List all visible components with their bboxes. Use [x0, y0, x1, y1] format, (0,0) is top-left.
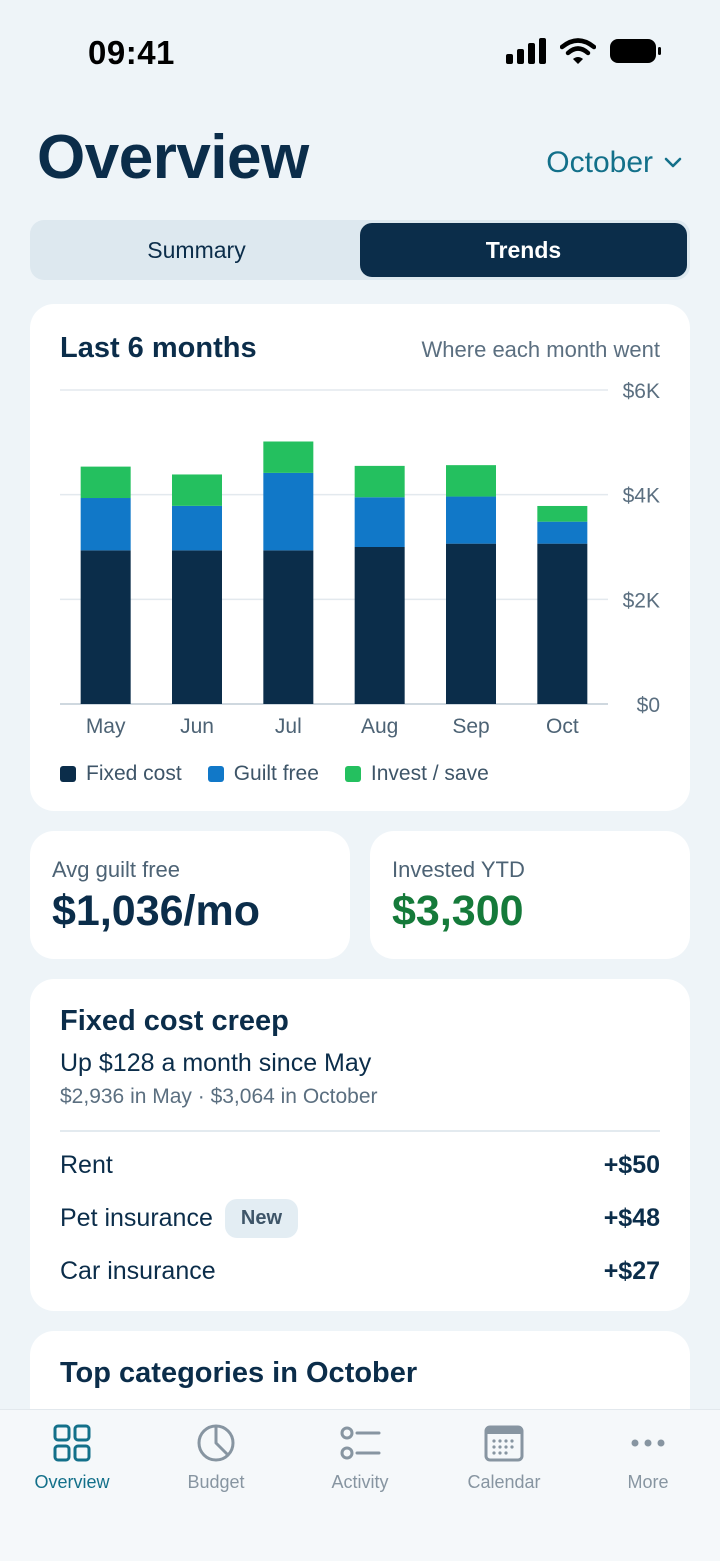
legend-item-guilt-free: Guilt free	[207, 762, 319, 786]
tab-label: More	[627, 1472, 669, 1492]
y-tick-label: $6K	[623, 380, 660, 403]
calendar-icon	[484, 1425, 524, 1462]
tab-activity[interactable]: Activity	[288, 1422, 432, 1493]
row-left: Car insurance	[60, 1257, 216, 1286]
creep-headline: Up $128 a month since May	[60, 1049, 372, 1077]
chart-title: Last 6 months	[60, 332, 257, 364]
avg-guilt-free-card: Avg guilt free $1,036/mo	[30, 831, 350, 959]
x-tick-label: Sep	[452, 715, 489, 738]
tab-budget[interactable]: Budget	[144, 1422, 288, 1493]
invested-ytd-card: Invested YTD $3,300	[370, 831, 690, 959]
x-tick-label: Oct	[546, 715, 579, 738]
segment-summary[interactable]: Summary	[147, 236, 246, 263]
tab-label: Budget	[187, 1472, 245, 1492]
x-tick-label: Jun	[180, 715, 214, 738]
stat-value: $3,300	[392, 887, 524, 935]
tab-more[interactable]: More	[576, 1422, 720, 1493]
bar-segment	[446, 543, 496, 704]
creep-row-car-insurance[interactable]: Car insurance +$27	[60, 1251, 660, 1291]
bar-segment	[537, 521, 588, 544]
pie-icon	[197, 1424, 235, 1462]
new-badge: New	[224, 1198, 298, 1238]
row-label: Pet insurance	[60, 1203, 213, 1232]
status-bar: 09:41	[0, 0, 720, 105]
creep-row-rent[interactable]: Rent +$50	[60, 1145, 660, 1185]
bar-segment	[263, 550, 314, 704]
tab-overview[interactable]: Overview	[0, 1422, 144, 1493]
bar-segment	[446, 465, 496, 497]
legend-label: Fixed cost	[86, 762, 182, 785]
x-tick-label: May	[86, 715, 126, 738]
stat-value: $1,036/mo	[52, 887, 260, 935]
top-categories-title: Top categories in October	[60, 1357, 418, 1389]
row-left: Pet insurance New	[60, 1198, 298, 1238]
view-segmented-control: Summary Trends	[30, 220, 690, 280]
tab-label: Overview	[34, 1472, 110, 1492]
x-tick-label: Jul	[275, 715, 302, 738]
bar-segment	[354, 497, 405, 547]
bar-segment	[537, 543, 588, 704]
creep-row-pet-insurance[interactable]: Pet insurance New +$48	[60, 1198, 660, 1238]
bar-segment	[263, 472, 314, 551]
stacked-bar-chart: $0 $2K $4K $6K May Jun Jul Aug Sep Oct	[60, 380, 660, 738]
bar-segment	[537, 505, 588, 522]
tab-bar: Overview Budget Activity Calendar	[0, 1409, 720, 1561]
bar-segment	[446, 496, 496, 544]
y-tick-label: $4K	[623, 485, 660, 508]
legend-item-fixed-cost: Fixed cost	[60, 762, 182, 786]
bar-segment	[172, 505, 222, 551]
fixed-cost-creep-card: Fixed cost creep Up $128 a month since M…	[30, 979, 690, 1311]
signal-icon	[506, 38, 546, 64]
bar-segment	[80, 498, 131, 551]
month-picker[interactable]: October	[546, 146, 683, 180]
status-time: 09:41	[88, 34, 175, 71]
bar-segment	[80, 466, 131, 499]
trend-chart-card: Last 6 months Where each month went $0 $2…	[30, 304, 690, 811]
row-label: Car insurance	[60, 1256, 216, 1285]
segment-trends[interactable]: Trends	[360, 223, 687, 277]
legend-label: Invest / save	[370, 762, 489, 785]
legend-swatch	[207, 766, 224, 782]
grid-icon	[53, 1424, 91, 1462]
creep-detail: $2,936 in May · $3,064 in October	[60, 1085, 378, 1108]
legend-label: Guilt free	[233, 762, 319, 785]
row-amount: +$27	[603, 1256, 660, 1285]
x-tick-label: Aug	[361, 715, 398, 738]
page-title: Overview	[37, 123, 309, 192]
row-amount: +$48	[603, 1203, 660, 1232]
status-icons	[506, 38, 662, 64]
y-tick-label: $0	[637, 694, 660, 717]
bar-segment	[263, 441, 314, 473]
bar-segment	[354, 547, 405, 704]
chart-subtitle: Where each month went	[421, 337, 660, 362]
creep-title: Fixed cost creep	[60, 1005, 289, 1037]
chevron-down-icon	[664, 157, 682, 168]
battery-icon	[610, 39, 661, 63]
row-amount: +$50	[603, 1150, 660, 1179]
chart-legend: Fixed cost Guilt free Invest / save	[60, 762, 489, 786]
legend-item-invest-save: Invest / save	[344, 762, 489, 786]
stat-label: Avg guilt free	[52, 857, 181, 882]
more-icon	[631, 1439, 665, 1447]
tab-label: Activity	[331, 1472, 389, 1492]
bar-segment	[172, 474, 222, 506]
list-icon	[340, 1426, 381, 1460]
wifi-icon	[560, 38, 596, 64]
month-label: October	[546, 146, 653, 179]
bar-segment	[172, 550, 222, 704]
stat-label: Invested YTD	[392, 857, 525, 882]
tab-calendar[interactable]: Calendar	[432, 1422, 576, 1493]
tab-label: Calendar	[467, 1472, 541, 1492]
row-label: Rent	[60, 1150, 113, 1179]
legend-swatch	[344, 766, 361, 782]
bar-segment	[80, 550, 131, 704]
header: Overview October	[37, 122, 687, 202]
y-tick-label: $2K	[623, 589, 660, 612]
divider	[60, 1130, 660, 1132]
bar-segment	[354, 465, 405, 498]
row-left: Rent	[60, 1151, 113, 1180]
legend-swatch	[60, 766, 76, 782]
